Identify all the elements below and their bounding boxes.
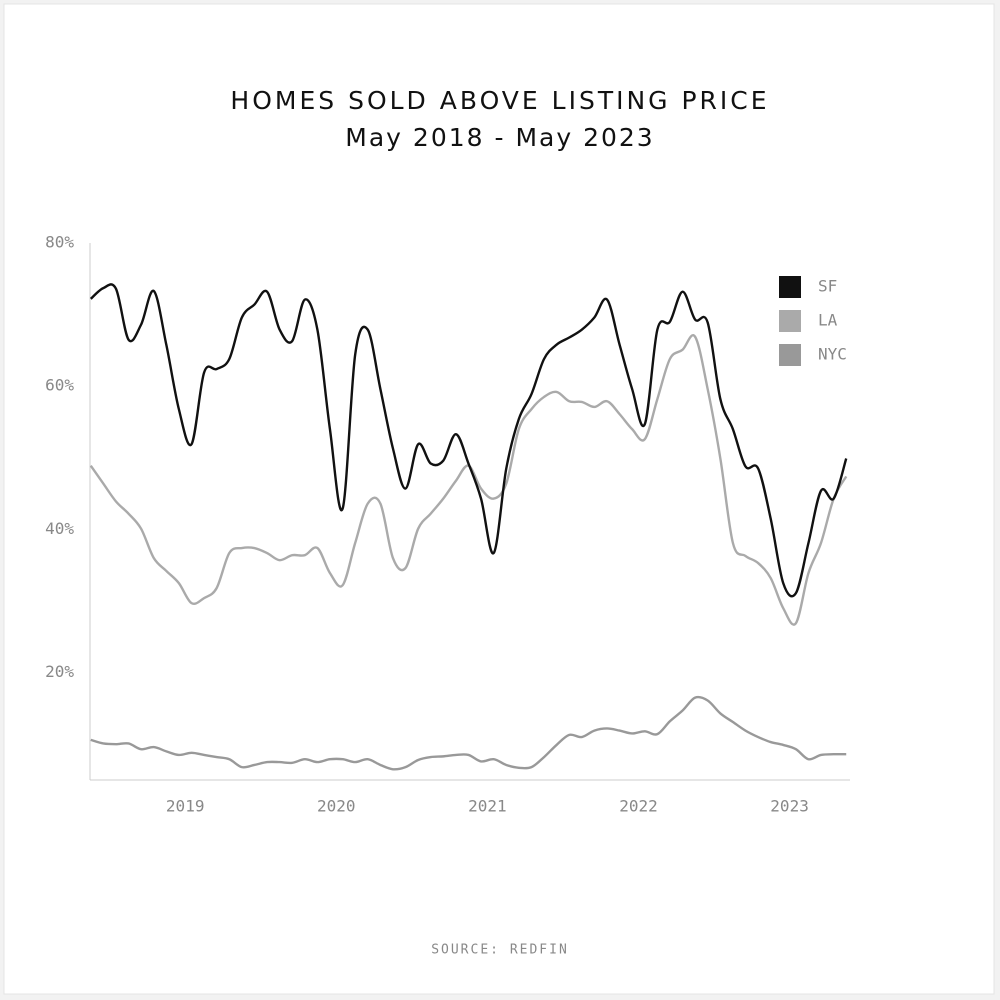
x-tick-label: 2021 bbox=[468, 797, 507, 816]
x-tick-label: 2020 bbox=[317, 797, 356, 816]
x-tick-label: 2023 bbox=[770, 797, 809, 816]
y-tick-label: 40% bbox=[45, 519, 74, 538]
source: SOURCE: REDFIN bbox=[431, 943, 569, 958]
legend-swatch bbox=[779, 276, 801, 298]
x-tick-label: 2019 bbox=[166, 797, 205, 816]
chart-title: HOMES SOLD ABOVE LISTING PRICE bbox=[230, 86, 769, 115]
card bbox=[3, 3, 995, 995]
x-tick-label: 2022 bbox=[619, 797, 658, 816]
y-tick-label: 20% bbox=[45, 662, 74, 681]
y-tick-label: 80% bbox=[45, 233, 74, 252]
legend-label: SF bbox=[818, 277, 837, 296]
chart-subtitle: May 2018 - May 2023 bbox=[345, 123, 654, 152]
legend-swatch bbox=[779, 310, 801, 332]
y-tick-label: 60% bbox=[45, 376, 74, 395]
legend-swatch bbox=[779, 344, 801, 366]
legend-label: LA bbox=[818, 311, 838, 330]
legend-label: NYC bbox=[818, 345, 847, 364]
series-line bbox=[90, 695, 847, 771]
series-line bbox=[89, 283, 848, 598]
